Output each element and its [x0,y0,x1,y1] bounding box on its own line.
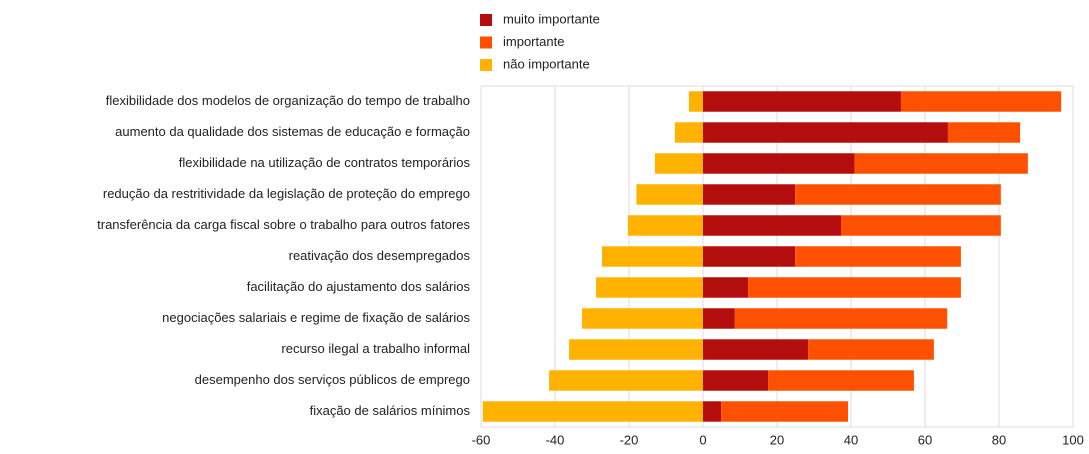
bar [734,308,948,329]
x-tick-label: 0 [699,432,706,447]
bar [688,91,703,112]
bar [748,277,961,298]
bar [768,370,914,391]
y-tick-label: transferência da carga fiscal sobre o tr… [97,217,470,232]
bar [703,153,855,174]
bar [703,246,796,267]
bar [549,370,703,391]
legend-swatch [480,36,492,49]
bar [703,339,809,360]
y-tick-label: flexibilidade dos modelos de organização… [106,93,470,108]
bar [482,401,703,422]
bar [627,215,703,236]
bar [703,215,842,236]
bar [674,122,703,143]
legend-swatch [480,59,492,71]
bar [841,215,1001,236]
x-tick-label: 80 [992,432,1006,447]
x-tick-label: -40 [546,432,565,447]
bar [900,91,1062,112]
bar [703,370,769,391]
bar [654,153,703,174]
x-tick-label: 60 [918,432,932,447]
y-tick-label: recurso ilegal a trabalho informal [281,341,470,356]
bar [808,339,934,360]
bar [703,184,796,205]
bar [569,339,703,360]
x-tick-label: -60 [472,432,491,447]
bar [795,246,961,267]
bar [721,401,849,422]
bar [703,308,735,329]
x-tick-label: -20 [620,432,639,447]
bar [854,153,1028,174]
y-tick-label: aumento da qualidade dos sistemas de edu… [115,124,470,139]
x-tick-label: 20 [770,432,784,447]
bar [703,122,948,143]
legend-label: não importante [503,56,590,71]
y-tick-label: desempenho dos serviços públicos de empr… [195,372,470,387]
legend-label: importante [503,34,564,49]
y-tick-label: fixação de salários mínimos [310,403,471,418]
x-tick-label: 100 [1062,432,1084,447]
y-tick-label: reativação dos desempregados [289,248,471,263]
y-tick-label: facilitação do ajustamento dos salários [247,279,471,294]
bar [636,184,703,205]
legend-label: muito importante [503,11,600,26]
bar [703,91,901,112]
y-tick-label: negociações salariais e regime de fixaçã… [162,310,470,325]
bar [582,308,703,329]
legend-swatch [480,14,492,26]
x-tick-label: 40 [844,432,858,447]
bar [596,277,703,298]
y-tick-label: redução da restritividade da legislação … [103,186,470,201]
bar [703,401,722,422]
bar [601,246,703,267]
bar [795,184,1001,205]
bar [703,277,749,298]
y-tick-label: flexibilidade na utilização de contratos… [179,155,471,170]
bar [947,122,1021,143]
